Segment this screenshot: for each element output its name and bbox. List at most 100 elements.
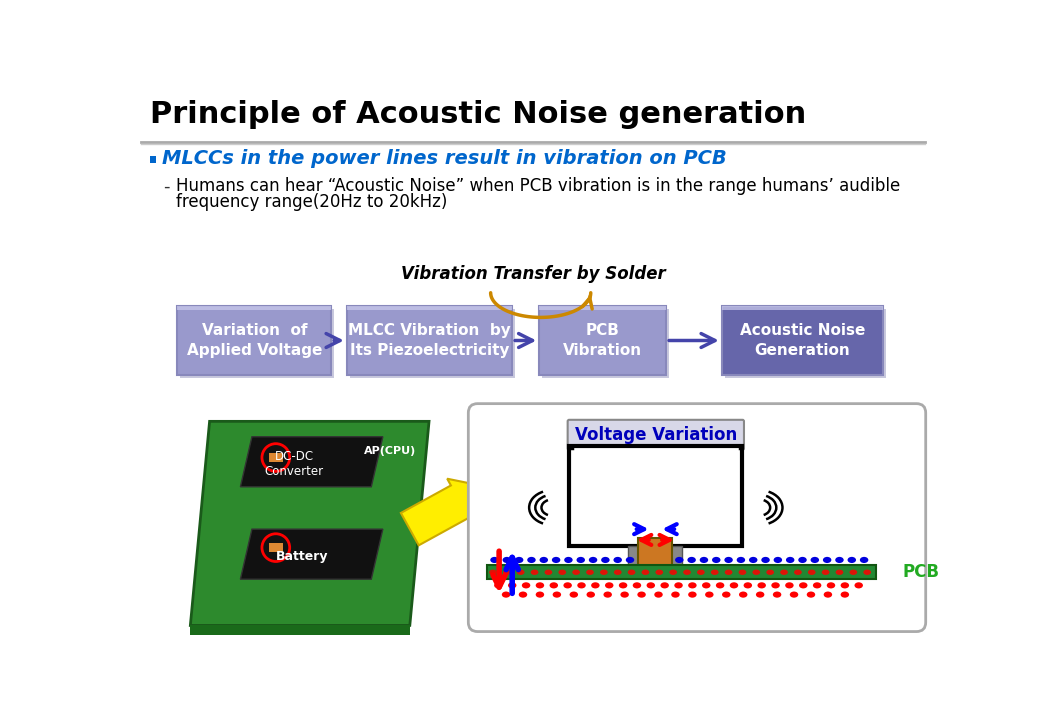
- Ellipse shape: [810, 557, 820, 563]
- Ellipse shape: [766, 570, 774, 575]
- Ellipse shape: [683, 570, 691, 575]
- Ellipse shape: [772, 582, 780, 588]
- Ellipse shape: [688, 592, 697, 598]
- Ellipse shape: [813, 582, 822, 588]
- Ellipse shape: [807, 592, 815, 598]
- Ellipse shape: [552, 592, 562, 598]
- FancyBboxPatch shape: [468, 404, 926, 631]
- Text: frequency range(20Hz to 20kHz): frequency range(20Hz to 20kHz): [176, 193, 447, 211]
- Ellipse shape: [489, 570, 497, 575]
- Text: DC-DC
Converter: DC-DC Converter: [265, 450, 323, 477]
- FancyBboxPatch shape: [568, 420, 744, 450]
- Ellipse shape: [785, 582, 794, 588]
- Ellipse shape: [587, 570, 594, 575]
- FancyBboxPatch shape: [177, 306, 332, 310]
- Ellipse shape: [744, 582, 752, 588]
- Ellipse shape: [654, 592, 662, 598]
- Ellipse shape: [503, 570, 511, 575]
- Ellipse shape: [712, 557, 721, 563]
- FancyBboxPatch shape: [269, 543, 283, 552]
- Ellipse shape: [823, 557, 831, 563]
- Ellipse shape: [756, 592, 764, 598]
- Text: PCB: PCB: [903, 563, 939, 581]
- FancyBboxPatch shape: [659, 546, 682, 565]
- Ellipse shape: [848, 557, 856, 563]
- Ellipse shape: [587, 592, 595, 598]
- Ellipse shape: [628, 570, 635, 575]
- FancyBboxPatch shape: [542, 309, 670, 378]
- Text: MLCC Vibration  by
Its Piezoelectricity: MLCC Vibration by Its Piezoelectricity: [348, 323, 511, 358]
- FancyBboxPatch shape: [639, 539, 673, 567]
- Ellipse shape: [716, 582, 724, 588]
- Ellipse shape: [822, 570, 830, 575]
- Text: MLCCs in the power lines result in vibration on PCB: MLCCs in the power lines result in vibra…: [162, 149, 727, 168]
- Ellipse shape: [490, 557, 499, 563]
- Ellipse shape: [840, 582, 849, 588]
- Ellipse shape: [799, 557, 807, 563]
- Ellipse shape: [660, 582, 669, 588]
- Ellipse shape: [655, 570, 664, 575]
- Ellipse shape: [774, 557, 782, 563]
- Ellipse shape: [671, 592, 680, 598]
- Ellipse shape: [705, 592, 713, 598]
- FancyArrow shape: [400, 479, 487, 545]
- Ellipse shape: [600, 570, 607, 575]
- Text: Humans can hear “Acoustic Noise” when PCB vibration is in the range humans’ audi: Humans can hear “Acoustic Noise” when PC…: [176, 177, 900, 195]
- Text: Variation  of
Applied Voltage: Variation of Applied Voltage: [186, 323, 322, 358]
- Ellipse shape: [738, 570, 747, 575]
- FancyBboxPatch shape: [722, 306, 883, 375]
- Polygon shape: [240, 437, 383, 487]
- Text: Principle of Acoustic Noise generation: Principle of Acoustic Noise generation: [150, 100, 806, 130]
- Ellipse shape: [502, 557, 511, 563]
- Text: -: -: [163, 177, 170, 195]
- Ellipse shape: [570, 592, 578, 598]
- Ellipse shape: [675, 557, 683, 563]
- Ellipse shape: [515, 557, 523, 563]
- Ellipse shape: [794, 570, 802, 575]
- Ellipse shape: [564, 557, 573, 563]
- FancyBboxPatch shape: [150, 156, 156, 163]
- Ellipse shape: [601, 557, 609, 563]
- Ellipse shape: [605, 582, 614, 588]
- Ellipse shape: [517, 570, 524, 575]
- FancyBboxPatch shape: [349, 309, 515, 378]
- Ellipse shape: [572, 570, 580, 575]
- FancyBboxPatch shape: [539, 306, 667, 375]
- Ellipse shape: [850, 570, 857, 575]
- Text: PCB
Vibration: PCB Vibration: [563, 323, 643, 358]
- Ellipse shape: [840, 592, 849, 598]
- Ellipse shape: [603, 592, 612, 598]
- Text: Vibration Transfer by Solder: Vibration Transfer by Solder: [400, 264, 666, 282]
- Ellipse shape: [724, 557, 733, 563]
- Ellipse shape: [614, 570, 622, 575]
- Ellipse shape: [711, 570, 719, 575]
- Ellipse shape: [697, 570, 705, 575]
- FancyBboxPatch shape: [628, 546, 652, 565]
- Ellipse shape: [730, 582, 738, 588]
- FancyBboxPatch shape: [487, 565, 876, 579]
- FancyBboxPatch shape: [346, 306, 513, 375]
- Ellipse shape: [687, 557, 696, 563]
- FancyBboxPatch shape: [725, 309, 886, 378]
- Ellipse shape: [536, 592, 544, 598]
- Ellipse shape: [549, 582, 558, 588]
- Ellipse shape: [576, 557, 584, 563]
- Ellipse shape: [536, 582, 544, 588]
- Ellipse shape: [722, 592, 730, 598]
- FancyBboxPatch shape: [180, 309, 334, 378]
- Ellipse shape: [725, 570, 732, 575]
- Ellipse shape: [780, 570, 788, 575]
- Ellipse shape: [670, 570, 677, 575]
- Text: AP(CPU): AP(CPU): [364, 446, 416, 456]
- Ellipse shape: [591, 582, 600, 588]
- Ellipse shape: [860, 557, 868, 563]
- Ellipse shape: [739, 592, 748, 598]
- Ellipse shape: [855, 582, 863, 588]
- FancyBboxPatch shape: [346, 306, 513, 310]
- Ellipse shape: [632, 582, 642, 588]
- Ellipse shape: [619, 582, 627, 588]
- Ellipse shape: [789, 592, 799, 598]
- Ellipse shape: [827, 582, 835, 588]
- Ellipse shape: [808, 570, 815, 575]
- Ellipse shape: [799, 582, 807, 588]
